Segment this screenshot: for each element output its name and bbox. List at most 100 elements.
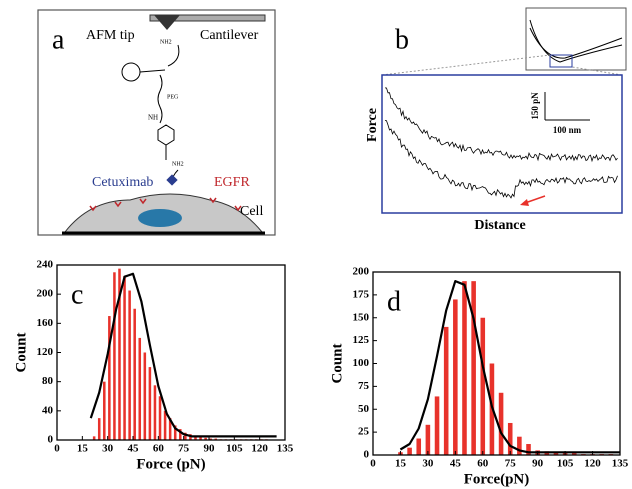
zoom-box bbox=[549, 54, 573, 68]
scale-text: 100 nm bbox=[553, 125, 582, 135]
cantilever-shape bbox=[149, 14, 266, 22]
y-tick-label: 150 bbox=[353, 311, 370, 323]
bar bbox=[103, 381, 106, 440]
bar bbox=[173, 425, 177, 440]
y-tick-label: 50 bbox=[358, 403, 370, 415]
axis-frame bbox=[372, 271, 621, 456]
x-tick-label: 90 bbox=[532, 458, 544, 470]
bar bbox=[148, 367, 152, 440]
x-tick-label: 15 bbox=[395, 458, 407, 470]
x-tick-label: 0 bbox=[54, 443, 60, 455]
receptor-text: EGFR bbox=[214, 175, 250, 190]
bar bbox=[517, 436, 522, 455]
y-tick-label: 160 bbox=[37, 317, 54, 329]
x-tick-label: 60 bbox=[153, 443, 165, 455]
panel-label: b bbox=[395, 24, 409, 55]
bar bbox=[133, 308, 136, 440]
y-tick-label: 40 bbox=[42, 404, 54, 416]
bar bbox=[434, 396, 440, 455]
bar bbox=[553, 452, 559, 455]
bar bbox=[92, 436, 96, 440]
x-tick-label: 0 bbox=[370, 458, 376, 470]
zoom-line bbox=[571, 66, 623, 76]
panel-frame bbox=[37, 9, 276, 236]
bar bbox=[128, 290, 131, 440]
x-tick-label: 15 bbox=[77, 443, 89, 455]
bar bbox=[416, 438, 422, 455]
cantilever-text: Cantilever bbox=[200, 28, 259, 43]
x-axis-label: Distance bbox=[474, 218, 525, 233]
x-tick-label: 75 bbox=[178, 443, 190, 455]
bar bbox=[507, 422, 513, 455]
bond bbox=[139, 69, 166, 73]
panel-label: d bbox=[387, 286, 401, 317]
x-tick-label: 45 bbox=[450, 458, 462, 470]
y-axis-label: Count bbox=[13, 332, 29, 372]
bar bbox=[425, 424, 431, 455]
antibody-shape bbox=[166, 174, 178, 186]
bar bbox=[498, 392, 504, 455]
y-tick-label: 100 bbox=[353, 357, 370, 369]
force-curve bbox=[384, 120, 618, 199]
fit-curve bbox=[399, 280, 620, 454]
scale-text: 150 pN bbox=[530, 92, 540, 120]
x-tick-label: 135 bbox=[612, 458, 629, 470]
zoom-line bbox=[381, 54, 551, 76]
bar bbox=[453, 299, 458, 455]
bar bbox=[113, 272, 116, 440]
bar bbox=[526, 444, 531, 455]
peg-chain bbox=[157, 74, 163, 124]
x-tick-label: 105 bbox=[557, 458, 574, 470]
bar bbox=[158, 396, 162, 440]
x-tick-label: 120 bbox=[584, 458, 601, 470]
x-tick-label: 75 bbox=[505, 458, 517, 470]
bar bbox=[163, 410, 167, 440]
y-axis-label: Count bbox=[329, 343, 345, 383]
x-tick-label: 120 bbox=[251, 443, 268, 455]
bar bbox=[123, 275, 126, 440]
tip-shape bbox=[154, 15, 180, 30]
bar bbox=[143, 352, 147, 440]
x-tick-label: 135 bbox=[277, 443, 294, 455]
bar bbox=[480, 317, 486, 455]
y-axis-label: Force bbox=[365, 108, 380, 142]
bar bbox=[462, 281, 467, 455]
arrow bbox=[167, 44, 180, 67]
bar bbox=[214, 438, 218, 440]
y-tick-label: 0 bbox=[48, 434, 54, 446]
overview-curve bbox=[529, 27, 623, 59]
x-tick-label: 30 bbox=[102, 443, 114, 455]
y-tick-label: 240 bbox=[37, 259, 54, 271]
inset-frame bbox=[381, 74, 623, 214]
fit-curve bbox=[89, 272, 277, 438]
bar bbox=[571, 453, 577, 455]
y-tick-label: 125 bbox=[353, 334, 370, 346]
bar bbox=[153, 385, 157, 440]
nh-text: NH bbox=[148, 114, 158, 122]
bar bbox=[118, 268, 121, 440]
y-tick-label: 200 bbox=[353, 266, 370, 278]
cell-text: Cell bbox=[240, 204, 263, 219]
rupture-arrow bbox=[524, 195, 546, 204]
tip-text: AFM tip bbox=[86, 28, 135, 43]
panel-b: b 150 pN 100 nm Force Distance bbox=[365, 7, 627, 233]
bar bbox=[471, 281, 476, 455]
x-tick-label: 90 bbox=[204, 443, 216, 455]
x-tick-label: 60 bbox=[477, 458, 489, 470]
bar bbox=[443, 326, 449, 455]
y-tick-label: 25 bbox=[358, 426, 370, 438]
antibody-text: Cetuximab bbox=[92, 175, 153, 190]
x-tick-label: 30 bbox=[422, 458, 434, 470]
y-tick-label: 0 bbox=[364, 449, 370, 461]
bar bbox=[204, 437, 207, 440]
x-tick-label: 45 bbox=[128, 443, 140, 455]
nh2-text: NH2 bbox=[160, 39, 172, 45]
x-axis-label: Force(pN) bbox=[464, 471, 530, 487]
nucleus bbox=[138, 209, 182, 227]
bar bbox=[194, 435, 197, 440]
ring bbox=[121, 62, 141, 82]
x-axis-label: Force (pN) bbox=[136, 456, 205, 472]
bar bbox=[168, 418, 172, 440]
bar bbox=[199, 437, 202, 440]
